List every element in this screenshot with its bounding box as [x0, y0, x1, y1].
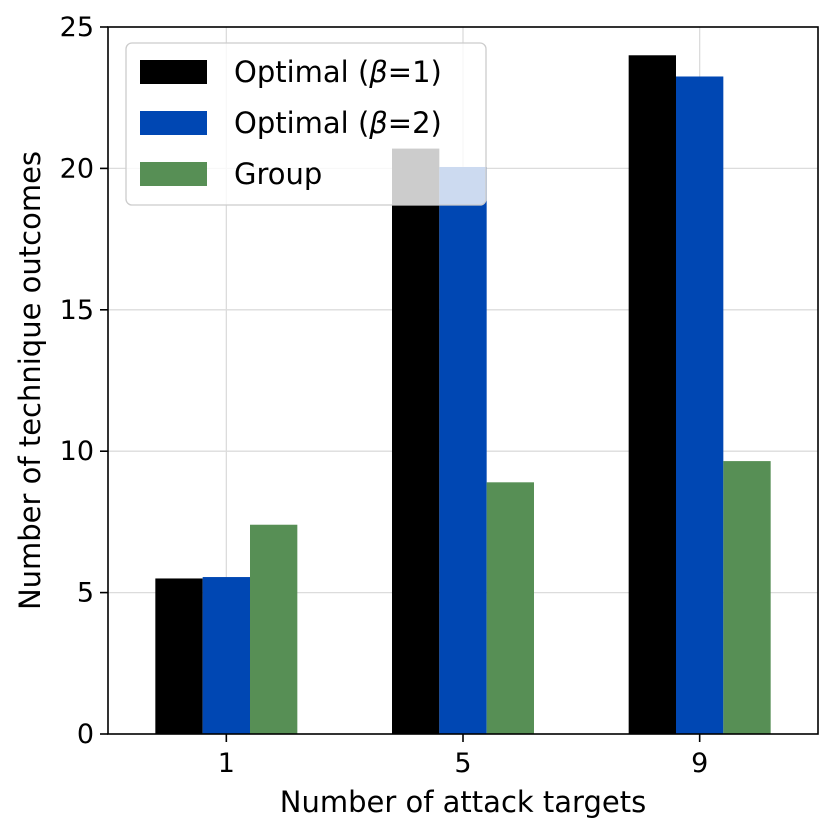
y-tick-label-4: 20 — [60, 153, 94, 184]
legend: Optimal (β=1)Optimal (β=2)Group — [125, 42, 487, 206]
legend-box — [125, 42, 487, 206]
x-axis-ticks: 1 5 9 — [218, 734, 708, 779]
legend-label-0-prefix: Optimal ( — [234, 55, 369, 89]
x-axis-label: Number of attack targets — [280, 785, 646, 819]
bar-series-1-cat-2 — [676, 76, 724, 735]
bar-series-0-cat-1 — [392, 148, 440, 734]
y-tick-label-3: 15 — [60, 295, 94, 326]
y-axis-ticks: 0 5 10 15 20 25 — [60, 12, 108, 750]
bar-series-1-cat-0 — [202, 577, 250, 734]
y-axis-label: Number of technique outcomes — [13, 151, 47, 610]
x-tick-label-2: 9 — [691, 748, 708, 779]
x-tick-label-1: 5 — [454, 748, 471, 779]
legend-label-1-symbol: β — [368, 106, 388, 140]
y-tick-label-2: 10 — [60, 436, 94, 467]
legend-label-0-suffix: =1) — [388, 55, 442, 89]
legend-label-2-prefix: Group — [234, 157, 322, 191]
legend-label-1-suffix: =2) — [388, 106, 442, 140]
legend-label-0-symbol: β — [368, 55, 388, 89]
x-tick-label-0: 1 — [218, 748, 235, 779]
legend-swatch-2 — [140, 162, 207, 186]
bar-series-2-cat-2 — [723, 461, 771, 734]
bar-series-0-cat-0 — [155, 578, 203, 734]
bars — [155, 55, 771, 735]
bar-series-2-cat-1 — [486, 482, 534, 734]
legend-swatch-1 — [140, 111, 207, 135]
legend-swatch-0 — [140, 60, 207, 84]
legend-label-1: Optimal (β=2) — [234, 106, 442, 140]
y-tick-label-1: 5 — [77, 578, 94, 609]
bar-series-1-cat-1 — [439, 166, 487, 735]
legend-label-0: Optimal (β=1) — [234, 55, 442, 89]
bar-series-2-cat-0 — [250, 524, 298, 734]
bar-series-0-cat-2 — [628, 55, 676, 734]
y-tick-label-0: 0 — [77, 719, 94, 750]
y-tick-label-5: 25 — [60, 12, 94, 43]
legend-label-1-prefix: Optimal ( — [234, 106, 369, 140]
legend-label-2: Group — [234, 157, 322, 191]
